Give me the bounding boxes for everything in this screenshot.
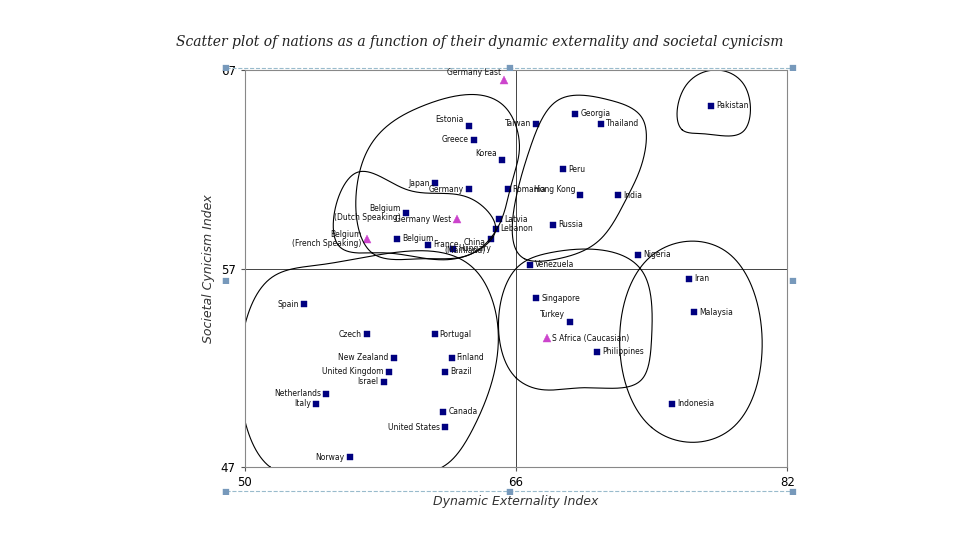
Text: India: India bbox=[623, 191, 642, 200]
Text: Hong Kong: Hong Kong bbox=[534, 185, 575, 194]
Text: Estonia: Estonia bbox=[435, 116, 464, 124]
Text: Brazil: Brazil bbox=[450, 367, 471, 376]
Text: Latvia: Latvia bbox=[504, 214, 528, 224]
Text: Israel: Israel bbox=[357, 377, 378, 386]
Text: ■: ■ bbox=[222, 487, 229, 496]
Text: Netherlands: Netherlands bbox=[274, 389, 321, 398]
Text: Italy: Italy bbox=[294, 399, 311, 408]
Text: Nigeria: Nigeria bbox=[643, 250, 671, 259]
Text: Belgium
(Dutch Speaking): Belgium (Dutch Speaking) bbox=[334, 205, 400, 222]
Text: Germany: Germany bbox=[428, 185, 464, 194]
Text: Russia: Russia bbox=[559, 220, 584, 230]
Text: Lebanon: Lebanon bbox=[501, 225, 534, 233]
Text: Portugal: Portugal bbox=[440, 329, 472, 339]
Text: Korea: Korea bbox=[475, 149, 497, 158]
Text: Japan: Japan bbox=[408, 179, 429, 188]
Text: ■: ■ bbox=[505, 487, 513, 496]
Text: Spain: Spain bbox=[277, 300, 299, 309]
Text: Belgium: Belgium bbox=[402, 234, 434, 244]
Text: United States: United States bbox=[388, 423, 440, 432]
Text: New Zealand: New Zealand bbox=[339, 354, 389, 362]
Text: Scatter plot of nations as a function of their dynamic externality and societal : Scatter plot of nations as a function of… bbox=[177, 35, 783, 49]
Text: Czech: Czech bbox=[339, 329, 362, 339]
Text: Canada: Canada bbox=[448, 407, 477, 416]
Text: Greece: Greece bbox=[442, 135, 468, 144]
Text: ■: ■ bbox=[505, 63, 513, 72]
Text: Philippines: Philippines bbox=[603, 348, 644, 356]
Text: Indonesia: Indonesia bbox=[677, 399, 714, 408]
Text: China
(Mainland): China (Mainland) bbox=[444, 238, 486, 255]
Text: Pakistan: Pakistan bbox=[716, 102, 749, 110]
Text: Belgium
(French Speaking): Belgium (French Speaking) bbox=[293, 230, 362, 247]
Text: Germany West: Germany West bbox=[396, 214, 451, 224]
Text: France: France bbox=[433, 240, 459, 249]
Text: Singapore: Singapore bbox=[541, 294, 580, 303]
Text: Taiwan: Taiwan bbox=[505, 119, 531, 129]
Text: Turkey: Turkey bbox=[540, 310, 565, 319]
Text: S Africa (Caucasian): S Africa (Caucasian) bbox=[552, 334, 629, 342]
Text: Peru: Peru bbox=[568, 165, 586, 174]
Y-axis label: Societal Cynicism Index: Societal Cynicism Index bbox=[203, 194, 215, 343]
Text: Malaysia: Malaysia bbox=[699, 308, 732, 317]
Text: Georgia: Georgia bbox=[581, 110, 611, 118]
Text: ■: ■ bbox=[222, 63, 229, 72]
Text: ■: ■ bbox=[222, 276, 229, 285]
Text: ■: ■ bbox=[788, 487, 796, 496]
Text: Germany East: Germany East bbox=[446, 68, 501, 77]
Text: Iran: Iran bbox=[694, 274, 709, 283]
Text: United Kingdom: United Kingdom bbox=[323, 367, 384, 376]
Text: Finland: Finland bbox=[457, 354, 485, 362]
Text: ■: ■ bbox=[788, 276, 796, 285]
X-axis label: Dynamic Externality Index: Dynamic Externality Index bbox=[433, 495, 599, 508]
Text: Norway: Norway bbox=[316, 453, 345, 462]
Text: Venezuela: Venezuela bbox=[535, 260, 574, 269]
Text: ■: ■ bbox=[788, 63, 796, 72]
Text: Hungary: Hungary bbox=[458, 244, 492, 253]
Text: Romania: Romania bbox=[513, 185, 546, 194]
Text: Thailand: Thailand bbox=[606, 119, 639, 129]
